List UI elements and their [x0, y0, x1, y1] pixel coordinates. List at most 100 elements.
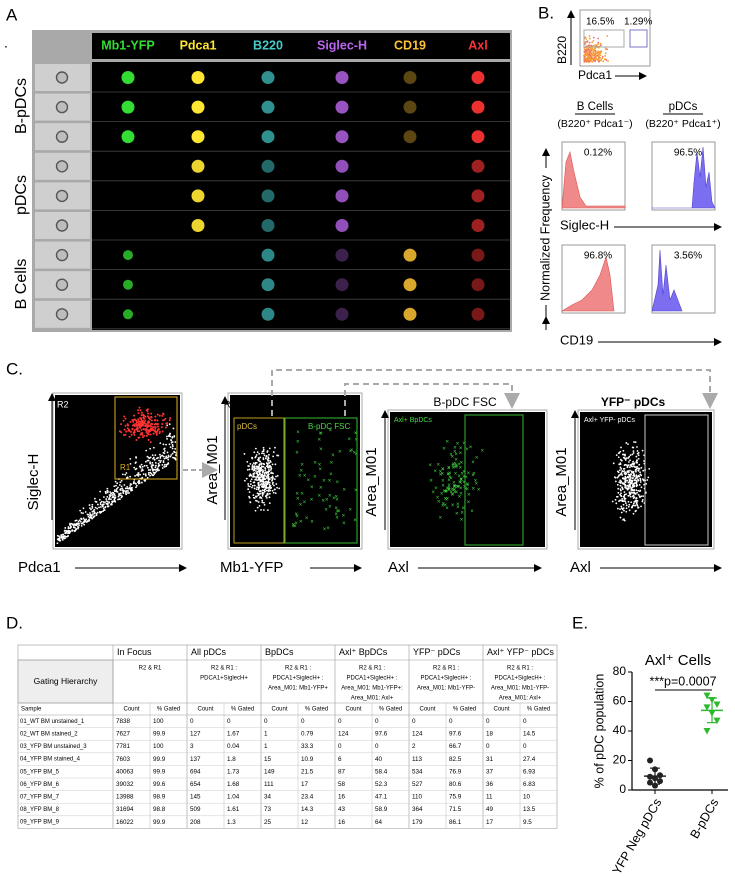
- event-dot: [262, 476, 265, 479]
- event-dot: [135, 422, 138, 425]
- population-name: B Cells: [577, 101, 614, 113]
- event-dot: [268, 447, 271, 450]
- event-cross: ×: [475, 456, 479, 462]
- event-dot: [633, 441, 635, 443]
- fluorescent-cell: [471, 100, 485, 114]
- event-dot: [116, 487, 118, 490]
- event-cross: ×: [474, 479, 478, 485]
- event-cross: ×: [462, 474, 466, 480]
- event-dot: [149, 456, 152, 459]
- event-cross: ×: [300, 463, 304, 469]
- event-dot: [147, 412, 150, 415]
- table-cell: 64: [375, 819, 383, 826]
- event-dot: [105, 498, 108, 500]
- event-dot: [124, 433, 127, 436]
- event-dot: [249, 485, 251, 488]
- event-dot: [157, 456, 159, 459]
- event-cross: ×: [450, 487, 454, 493]
- event-dot: [640, 486, 643, 489]
- event-dot: [104, 501, 106, 504]
- event-dot: [633, 500, 636, 503]
- event-cross: ×: [334, 512, 338, 518]
- event-dot: [152, 457, 154, 460]
- event-dot: [256, 479, 258, 482]
- event-cross: ×: [455, 512, 459, 518]
- event-dot: [616, 470, 619, 473]
- event-cross: ×: [338, 450, 342, 456]
- event-dot: [257, 501, 260, 503]
- event-dot: [124, 487, 127, 490]
- table-cell: 179: [412, 819, 423, 826]
- event-dot: [629, 495, 632, 498]
- event-dot: [124, 424, 127, 427]
- fluorescent-cell: [191, 219, 205, 232]
- event-dot: [623, 519, 626, 522]
- event-cross: ×: [451, 503, 455, 509]
- event-dot: [140, 429, 143, 432]
- event-dot: [144, 422, 147, 425]
- event-dot: [120, 479, 123, 482]
- event-dot: [625, 507, 628, 510]
- gate: [583, 29, 625, 48]
- scatter-dot: [602, 60, 605, 63]
- event-cross: ×: [459, 466, 463, 472]
- event-cross: ×: [457, 474, 461, 480]
- event-dot: [154, 426, 157, 429]
- fluorescent-cell: [403, 100, 417, 114]
- event-dot: [146, 466, 149, 469]
- event-dot: [138, 479, 140, 482]
- event-dot: [630, 473, 632, 475]
- table-header: % Gated: [453, 707, 476, 713]
- event-dot: [146, 429, 149, 432]
- event-dot: [163, 450, 166, 452]
- event-dot: [639, 479, 642, 482]
- event-dot: [631, 446, 634, 449]
- event-dot: [268, 496, 271, 499]
- scatter-dot: [605, 59, 608, 61]
- table-cell: 11: [486, 794, 493, 801]
- event-dot: [616, 483, 619, 486]
- fluorescent-cell: [335, 100, 349, 114]
- event-dot: [168, 423, 171, 426]
- event-dot: [141, 481, 143, 484]
- event-dot: [135, 461, 137, 464]
- event-dot: [155, 432, 158, 435]
- table-cell: 0: [227, 718, 231, 725]
- event-dot: [82, 512, 84, 515]
- panel-label: D.: [6, 613, 23, 632]
- event-dot: [632, 512, 635, 515]
- event-dot: [144, 480, 146, 482]
- event-dot: [612, 462, 615, 465]
- event-cross: ×: [326, 526, 330, 532]
- event-cross: ×: [444, 490, 448, 496]
- event-cross: ×: [303, 500, 307, 506]
- event-dot: [624, 473, 627, 476]
- event-dot: [167, 455, 170, 458]
- event-dot: [131, 419, 134, 422]
- event-dot: [164, 463, 166, 466]
- event-dot: [169, 435, 172, 438]
- table-cell: 58: [338, 781, 346, 788]
- table-group-header: BpDCs: [265, 647, 294, 657]
- event-dot: [263, 501, 265, 504]
- event-dot: [142, 424, 145, 427]
- event-dot: [166, 451, 169, 454]
- event-dot: [154, 415, 157, 418]
- event-dot: [156, 467, 159, 470]
- significance-label: ***p=0.0007: [649, 674, 716, 688]
- event-dot: [163, 452, 166, 455]
- event-dot: [149, 469, 152, 471]
- event-cross: ×: [466, 483, 470, 489]
- scatter-dot: [592, 54, 594, 56]
- event-dot: [99, 502, 102, 504]
- scatter-dot: [590, 58, 593, 61]
- fluorescent-cell: [471, 278, 485, 292]
- event-cross: ×: [310, 520, 314, 526]
- event-dot: [627, 443, 629, 446]
- event-dot: [154, 461, 157, 464]
- event-dot: [78, 524, 80, 527]
- event-cross: ×: [298, 473, 302, 479]
- event-dot: [249, 501, 252, 503]
- event-dot: [127, 490, 129, 492]
- event-dot: [125, 491, 127, 493]
